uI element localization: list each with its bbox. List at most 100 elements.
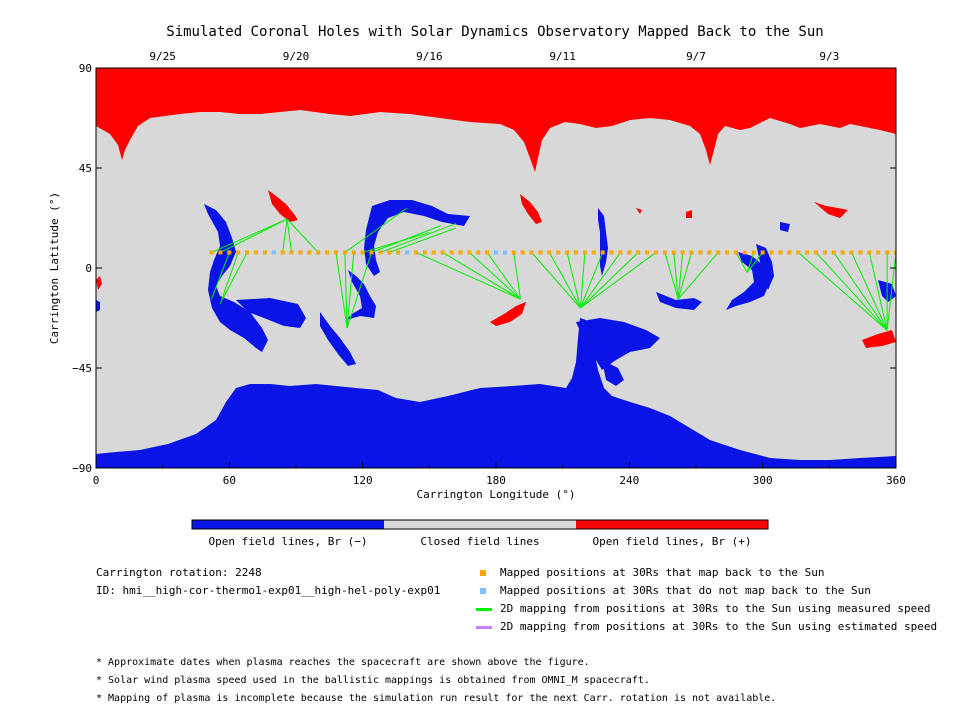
field-line [415,251,521,300]
mapped-position [378,250,383,255]
south-polar-hole-negative [96,318,896,468]
plot-area [96,68,896,468]
field-line [579,252,586,309]
colorbar-label-negative: Open field lines, Br (−) [209,535,368,548]
mapped-position [769,250,774,255]
mapped-position [218,250,223,255]
y-tick-label: −90 [72,462,92,475]
legend-mapped-label: Mapped positions at 30Rs that map back t… [500,566,825,579]
field-line [566,252,581,309]
field-line [486,252,521,300]
x-tick-label: 360 [886,474,906,487]
field-line [746,252,755,273]
mapped-position [689,250,694,255]
mapped-position [538,250,543,255]
top-date-label: 9/11 [549,50,576,63]
colorbar-negative [192,520,384,529]
mapped-position [574,250,578,255]
field-line [797,252,888,331]
footnote-dates: * Approximate dates when plasma reaches … [96,657,590,668]
mapped-position [867,250,872,255]
mapped-position [565,250,570,255]
mapped-position [636,250,641,255]
mapped-position [725,250,730,255]
field-line [579,252,604,309]
mapped-position [805,250,810,255]
mapped-position [760,250,765,255]
mapped-position [654,250,658,255]
mapped-position [422,250,427,255]
field-line [344,252,348,329]
mapped-position [840,250,845,255]
top-date-label: 9/3 [819,50,839,63]
mapped-position [476,250,481,255]
mapped-position [485,250,490,255]
field-line [580,252,639,309]
legend-line-estimated [476,626,492,629]
mapped-position [316,250,321,255]
field-line [442,252,521,300]
mapped-position [351,250,356,255]
field-line [580,252,621,309]
y-axis: 90 45 0 −45 −90 [72,62,896,475]
mapped-position [360,250,365,255]
mapped-position [591,250,596,255]
field-line [677,252,719,300]
mapped-position [369,250,374,255]
mapped-position [449,250,454,255]
field-line [664,252,679,300]
mapped-position [414,250,418,255]
mapped-position [511,250,516,255]
colorbar: Open field lines, Br (−) Closed field li… [191,519,769,548]
mapped-position [894,250,896,255]
mapped-position [876,250,881,255]
top-date-label: 9/16 [416,50,443,63]
mapped-position [742,250,747,255]
mapped-position [556,250,561,255]
mapped-position [387,250,392,255]
mapped-position [431,250,436,255]
legend-square-mapped [480,570,486,576]
field-line [673,252,679,300]
field-line [851,252,888,331]
mapped-position [458,250,463,255]
x-tick-label: 60 [223,474,236,487]
field-line [380,223,457,253]
mapped-position [609,250,614,255]
mapped-position [885,250,890,255]
north-polar-hole-positive [96,68,896,172]
field-line [868,252,888,331]
field-line [580,252,657,309]
field-line [346,252,373,329]
colorbar-closed [384,520,576,529]
field-line [746,252,764,273]
legend-line-measured [476,608,492,611]
mapped-position [627,250,632,255]
field-line [735,252,748,273]
field-line [531,252,581,309]
unmapped-position [405,250,410,255]
y-tick-label: 0 [85,262,92,275]
field-line [335,252,348,329]
mapped-position [467,250,472,255]
mapped-position [787,250,792,255]
mapped-position [547,250,552,255]
mapped-position [849,250,854,255]
unmapped-positions [271,250,507,255]
mapped-position [280,250,285,255]
field-line [220,218,288,253]
mapped-position [254,250,258,255]
field-line [282,219,288,253]
mapped-position [796,250,801,255]
carrington-rotation: Carrington rotation: 2248 [96,566,262,579]
y-axis-label: Carrington Latitude (°) [48,192,61,344]
mapped-positions [209,250,896,255]
mapped-position [831,250,836,255]
mapped-position [671,250,676,255]
top-date-label: 9/7 [686,50,706,63]
mapped-position [396,250,401,255]
mapped-position [698,250,703,255]
top-date-label: 9/20 [283,50,310,63]
x-tick-label: 300 [753,474,773,487]
colorbar-label-positive: Open field lines, Br (+) [593,535,752,548]
